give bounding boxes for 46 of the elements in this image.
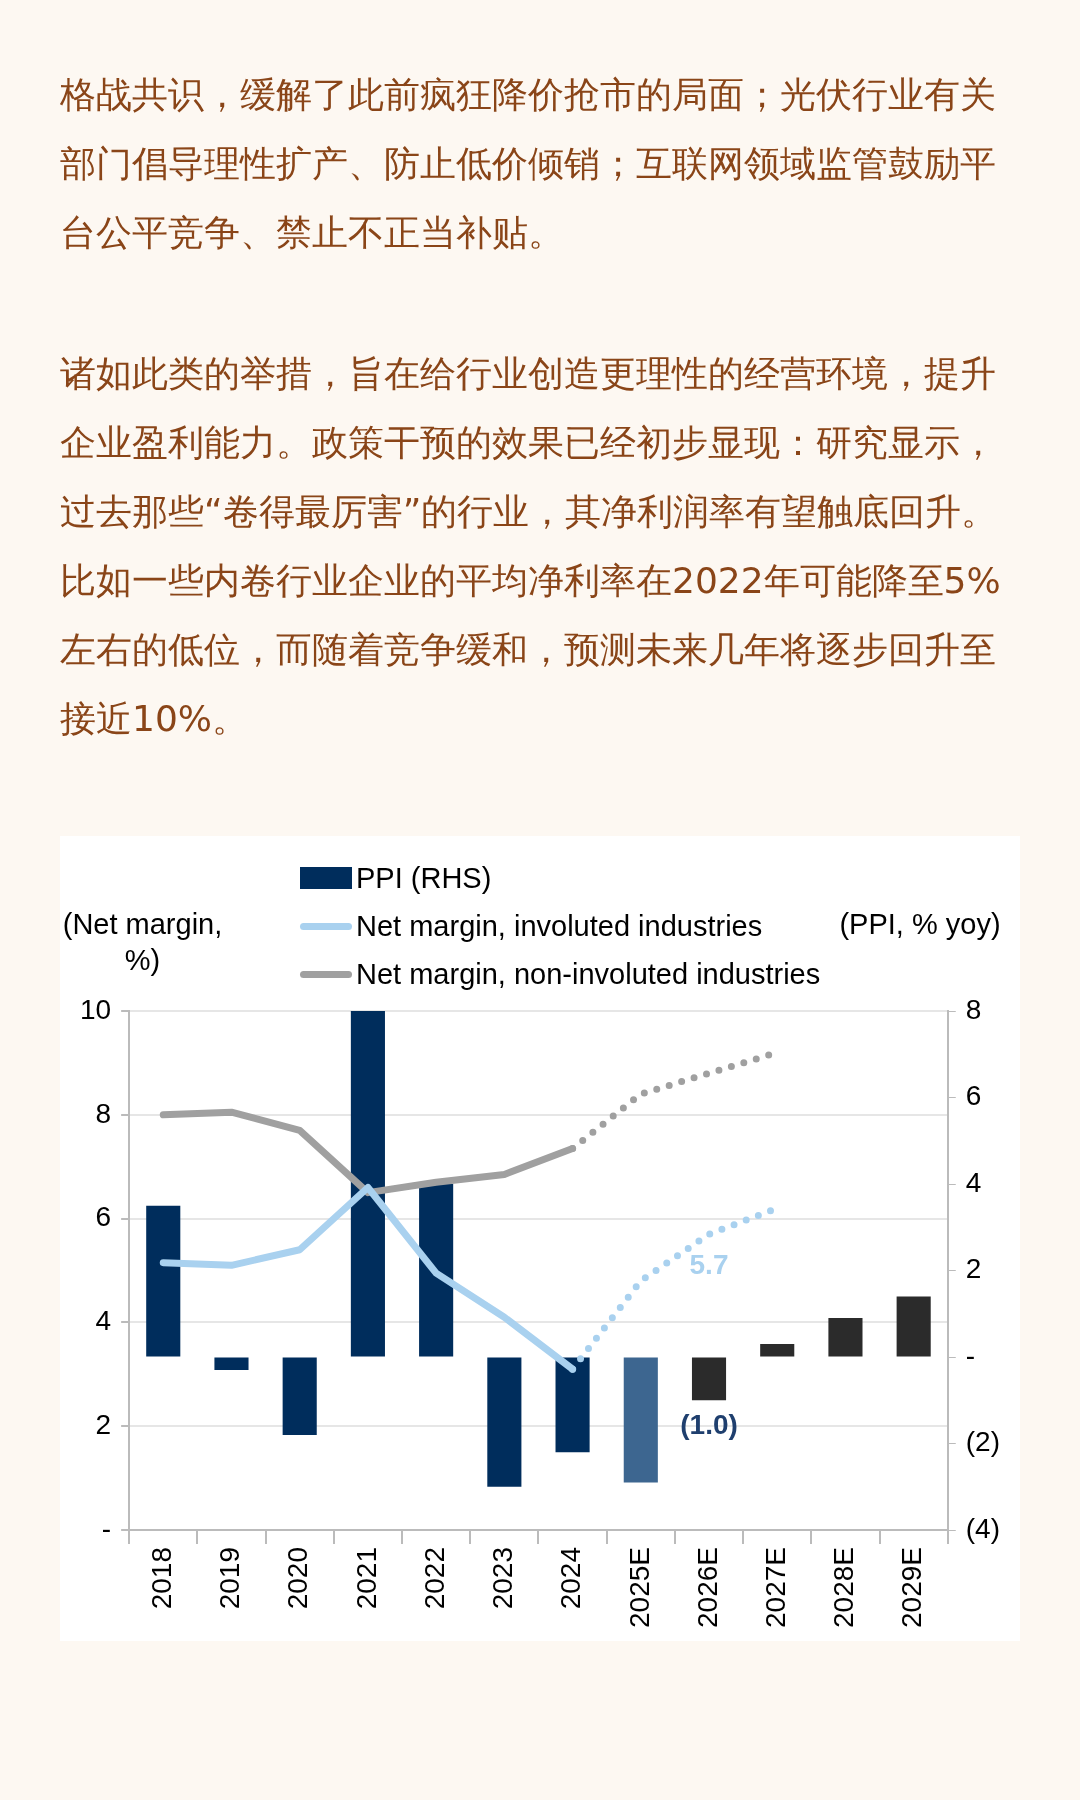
x-tick-label: 2029E [896,1547,928,1628]
y-axis-title: (Net margin, %) [61,907,224,978]
bar [555,1357,590,1453]
x-tick-label: 2024 [555,1547,587,1610]
bar [146,1205,181,1357]
bar [691,1357,727,1401]
y-tick-label: 4 [95,1305,112,1337]
x-tick-label: 2019 [214,1547,246,1610]
y2-tick-label: 6 [965,1080,982,1112]
text: 诸如此类的举措，旨在给行业创造更理性的经营环境，提升企业盈利能力。政策干预的效果已经初步显现：研究显示，过去那些“卷得最厉害”的行业，其净利润率有望触底回升。比如一些内卷行业企业的平均净利率在2022年可能降至5%左右的低位，而随着竞争缓和，预测未来几年将逐步回升至接近10%。 [60,352,1002,741]
data-label: (1.0) [680,1409,738,1440]
legend-label: PPI (RHS) [356,861,492,895]
bar [896,1296,931,1357]
bar [350,1011,385,1357]
y-tick-label: 8 [95,1097,112,1129]
x-tick-label: 2022 [418,1547,450,1610]
y2-tick-label: 2 [965,1253,982,1285]
y-tick-label: 10 [79,993,112,1025]
x-tick-label: 2028E [828,1547,860,1628]
text: 格战共识，缓解了此前疯狂降价抢市的局面；光伏行业有关部门倡导理性扩产、防止低价倾销；互联网领域监管鼓励平台公平竞争、禁止不正当补贴。 [60,73,997,255]
bar [760,1344,795,1357]
y2-tick-label: (2) [965,1426,1001,1458]
legend-label: Net margin, non-involuted industries [356,957,821,991]
y2-axis-title: (PPI, % yoy) [838,907,1002,942]
x-tick-label: 2025E [623,1547,655,1628]
bar [214,1357,249,1370]
legend-label: Net margin, involuted industries [356,909,763,943]
y2-tick-label: 8 [965,993,982,1025]
bar [828,1318,863,1357]
bar [419,1184,454,1357]
data-label: 5.7 [689,1248,729,1280]
x-tick-label: 2021 [350,1547,382,1610]
y2-tick-label: - [965,1339,976,1371]
bar [623,1357,658,1483]
y-tick-label: - [101,1512,112,1544]
x-tick-label: 2027E [759,1547,791,1628]
x-tick-label: 2018 [145,1547,177,1610]
y-tick-label: 6 [95,1201,112,1233]
bar [487,1357,522,1487]
x-tick-label: 2023 [487,1547,519,1610]
bar [282,1357,317,1435]
x-tick-label: 2026E [691,1547,723,1628]
y-tick-label: 2 [95,1408,112,1440]
y2-tick-label: (4) [965,1512,1001,1544]
y2-tick-label: 4 [965,1166,982,1198]
x-tick-label: 2020 [282,1547,314,1610]
